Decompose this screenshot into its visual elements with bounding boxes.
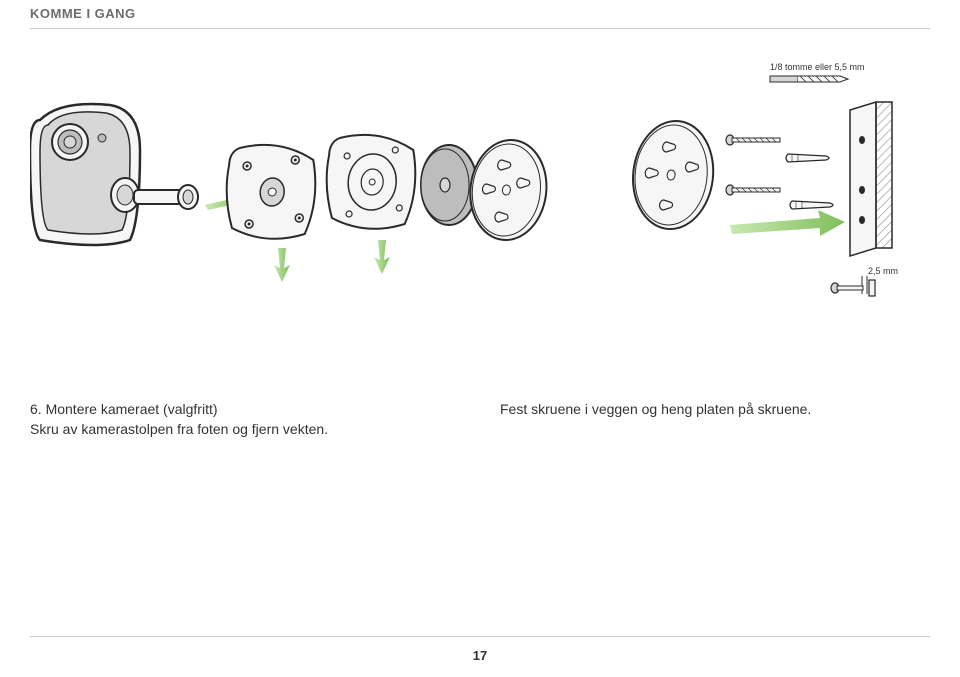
screw-gap-label: 2,5 mm: [868, 266, 898, 276]
top-rule: [30, 28, 930, 29]
left-column: 6. Montere kameraet (valgfritt) Skru av …: [30, 400, 460, 439]
right-column: Fest skruene i veggen og heng platen på …: [500, 400, 930, 439]
page-number: 17: [0, 648, 960, 663]
step-body-left: Skru av kamerastolpen fra foten og fjern…: [30, 420, 460, 440]
instruction-columns: 6. Montere kameraet (valgfritt) Skru av …: [30, 400, 930, 439]
step-body-right: Fest skruene i veggen og heng platen på …: [500, 400, 930, 420]
section-header: KOMME I GANG: [30, 6, 136, 21]
drill-size-label: 1/8 tomme eller 5,5 mm: [770, 62, 865, 72]
bottom-rule: [30, 636, 930, 637]
step-title: 6. Montere kameraet (valgfritt): [30, 400, 460, 420]
assembly-diagram: 1/8 tomme eller 5,5 mm: [30, 50, 930, 310]
